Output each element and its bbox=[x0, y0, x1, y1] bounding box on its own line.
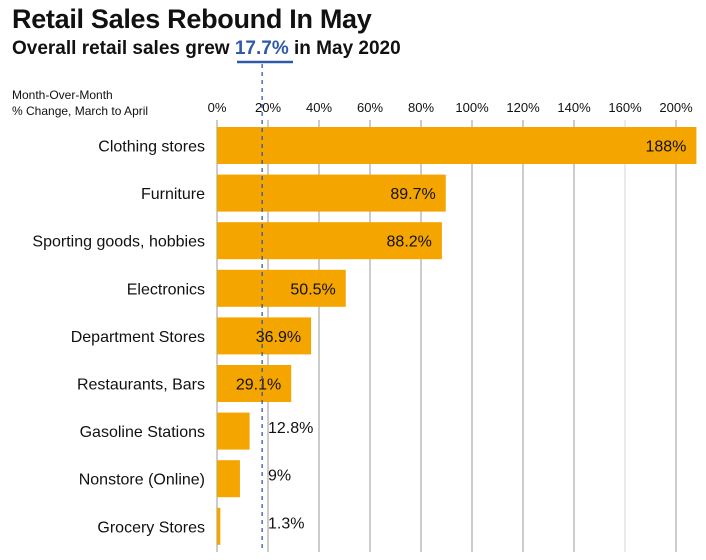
value-label: 36.9% bbox=[256, 329, 301, 346]
category-label: Sporting goods, hobbies bbox=[32, 234, 205, 251]
category-label: Gasoline Stations bbox=[80, 424, 205, 441]
x-tick-label: 40% bbox=[306, 100, 332, 115]
bar bbox=[217, 222, 442, 260]
x-tick-label: 100% bbox=[455, 100, 489, 115]
bar bbox=[217, 365, 292, 402]
category-label: Grocery Stores bbox=[97, 519, 205, 536]
bar bbox=[217, 460, 240, 498]
x-tick-label: 200% bbox=[659, 100, 693, 115]
axis-note-line-2: % Change, March to April bbox=[12, 104, 149, 118]
value-label: 50.5% bbox=[290, 281, 335, 298]
value-label: 12.8% bbox=[268, 420, 313, 437]
bar bbox=[217, 412, 250, 450]
value-label: 1.3% bbox=[268, 515, 304, 532]
value-label: 9% bbox=[268, 468, 291, 485]
subtitle-suffix: in May 2020 bbox=[288, 38, 401, 59]
bar bbox=[217, 174, 446, 212]
category-label: Restaurants, Bars bbox=[77, 377, 205, 394]
bar bbox=[217, 269, 346, 307]
category-label: Nonstore (Online) bbox=[79, 472, 205, 489]
x-tick-label: 60% bbox=[357, 100, 383, 115]
bar bbox=[217, 507, 221, 545]
x-tick-label: 120% bbox=[506, 100, 540, 115]
category-label: Department Stores bbox=[71, 329, 205, 346]
x-tick-label: 80% bbox=[408, 100, 434, 115]
x-tick-label: 20% bbox=[255, 100, 281, 115]
subtitle-prefix: Overall retail sales grew bbox=[12, 38, 235, 59]
value-label: 188% bbox=[645, 139, 686, 156]
value-label: 29.1% bbox=[236, 377, 281, 394]
category-label: Clothing stores bbox=[98, 139, 205, 156]
chart-title: Retail Sales Rebound In May bbox=[12, 4, 372, 34]
bar bbox=[217, 127, 697, 164]
category-label: Electronics bbox=[127, 281, 205, 298]
x-tick-label: 0% bbox=[208, 100, 227, 115]
value-label: 89.7% bbox=[390, 186, 435, 203]
x-tick-label: 140% bbox=[557, 100, 591, 115]
overall-growth-highlight: 17.7% bbox=[234, 38, 289, 59]
category-label: Furniture bbox=[141, 186, 205, 203]
bar bbox=[217, 317, 312, 355]
axis-note-line-1: Month-Over-Month bbox=[12, 88, 113, 102]
axis-note: Month-Over-Month % Change, March to Apri… bbox=[12, 87, 148, 119]
value-label: 88.2% bbox=[387, 234, 432, 251]
x-tick-label: 160% bbox=[608, 100, 642, 115]
chart-subtitle: Overall retail sales grew 17.7% in May 2… bbox=[12, 38, 401, 60]
